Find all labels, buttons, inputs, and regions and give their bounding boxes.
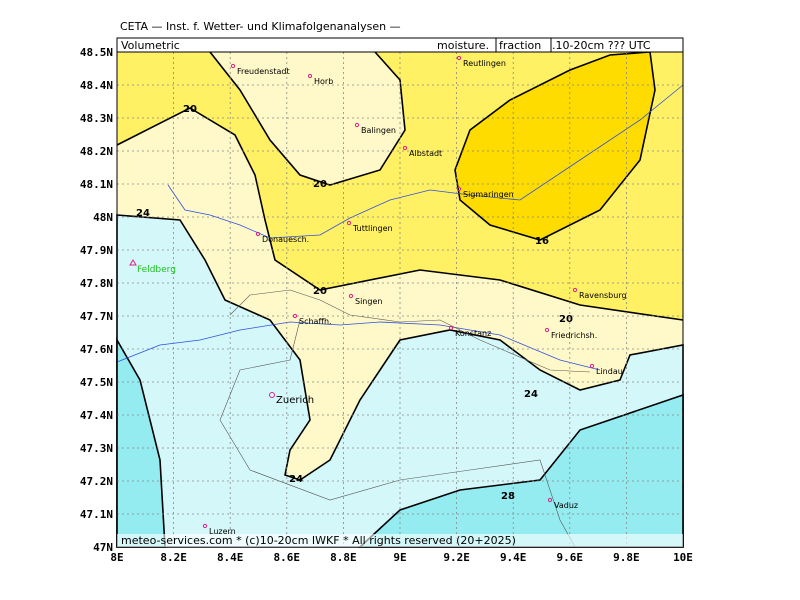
- place-label: Sigmaringen: [463, 190, 514, 199]
- y-tick-label: 47.6N: [80, 343, 113, 356]
- place-label: Zuerich: [276, 395, 314, 406]
- x-tick-label: 8.8E: [330, 551, 357, 564]
- place-marker: [544, 327, 550, 333]
- place-marker: [129, 259, 137, 266]
- y-tick-label: 48.5N: [80, 46, 113, 59]
- place-marker: [269, 392, 275, 398]
- footer: meteo-services.com * (c)10-20cm IWKF * A…: [121, 534, 516, 547]
- place-marker: [572, 287, 578, 293]
- y-tick-label: 48.3N: [80, 112, 113, 125]
- x-tick-label: 9.6E: [557, 551, 584, 564]
- place-label: Luzern: [209, 527, 236, 536]
- header-left: Volumetric: [121, 39, 180, 52]
- x-tick-label: 8.2E: [160, 551, 187, 564]
- contour-label: 28: [501, 491, 515, 502]
- river: [167, 84, 684, 239]
- header-right: moisture.: [437, 39, 489, 52]
- place-marker: [456, 186, 462, 192]
- y-tick-label: 47.3N: [80, 442, 113, 455]
- place-label: Reutlingen: [463, 59, 506, 68]
- y-tick-label: 47.8N: [80, 277, 113, 290]
- place-label: Singen: [355, 297, 382, 306]
- y-tick-label: 47.9N: [80, 244, 113, 257]
- contour: [116, 107, 684, 321]
- contour-label: 16: [535, 236, 549, 247]
- place-label: Schaffh.: [299, 317, 332, 326]
- header-bar: [116, 37, 684, 53]
- title: CETA — Inst. f. Wetter- und Klimafolgena…: [120, 20, 401, 33]
- place-marker: [547, 497, 553, 503]
- place-label: Albstadt: [409, 149, 442, 158]
- contour-label: 20: [559, 314, 573, 325]
- footer-bar: [117, 534, 683, 547]
- place-label: Balingen: [361, 126, 396, 135]
- field-16: [454, 51, 656, 241]
- place-label: Konstanz: [455, 329, 491, 338]
- place-label: Horb: [314, 77, 333, 86]
- y-tick-label: 47.1N: [80, 508, 113, 521]
- border: [219, 289, 591, 548]
- x-tick-label: 9E: [393, 551, 406, 564]
- y-tick-label: 48.1N: [80, 178, 113, 191]
- y-tick-label: 47.5N: [80, 376, 113, 389]
- header-box: [495, 37, 552, 53]
- place-marker: [346, 220, 352, 226]
- x-tick-label: 8.6E: [274, 551, 301, 564]
- river: [116, 321, 601, 371]
- place-label: Feldberg: [137, 265, 176, 275]
- place-marker: [589, 363, 595, 369]
- header-box-text: fraction: [499, 39, 541, 52]
- contour: [209, 51, 406, 186]
- y-tick-label: 47N: [93, 541, 113, 554]
- place-label: Freudenstadt: [237, 67, 290, 76]
- x-tick-label: 8E: [110, 551, 123, 564]
- contour-label: 20: [313, 179, 327, 190]
- header-right: .10-20cm ??? UTC: [552, 39, 651, 52]
- y-tick-label: 48.2N: [80, 145, 113, 158]
- x-tick-label: 10E: [673, 551, 693, 564]
- place-marker: [255, 231, 261, 237]
- place-label: Vaduz: [554, 501, 578, 510]
- place-label: Ravensburg: [579, 291, 627, 300]
- contour-label: 20: [313, 286, 327, 297]
- contour-label: 20: [183, 104, 197, 115]
- place-marker: [292, 313, 298, 319]
- place-marker: [202, 523, 208, 529]
- place-marker: [230, 63, 236, 69]
- place-label: Friedrichsh.: [551, 331, 597, 340]
- y-tick-label: 47.4N: [80, 409, 113, 422]
- x-tick-label: 9.4E: [500, 551, 527, 564]
- contour-label: 24: [524, 389, 538, 400]
- place-label: Lindau: [596, 367, 623, 376]
- y-tick-label: 47.2N: [80, 475, 113, 488]
- place-label: Donauesch.: [262, 235, 309, 244]
- y-tick-label: 48.4N: [80, 79, 113, 92]
- contour-label: 24: [289, 474, 303, 485]
- place-marker: [456, 55, 462, 61]
- place-label: Tuttlingen: [352, 224, 393, 233]
- place-marker: [307, 73, 313, 79]
- contour-label: 24: [136, 208, 150, 219]
- x-tick-label: 9.8E: [613, 551, 640, 564]
- y-tick-label: 47.7N: [80, 310, 113, 323]
- place-marker: [402, 145, 408, 151]
- x-tick-label: 8.4E: [217, 551, 244, 564]
- x-tick-label: 9.2E: [443, 551, 470, 564]
- place-marker: [348, 293, 354, 299]
- y-tick-label: 48N: [93, 211, 113, 224]
- place-marker: [448, 325, 454, 331]
- place-marker: [354, 122, 360, 128]
